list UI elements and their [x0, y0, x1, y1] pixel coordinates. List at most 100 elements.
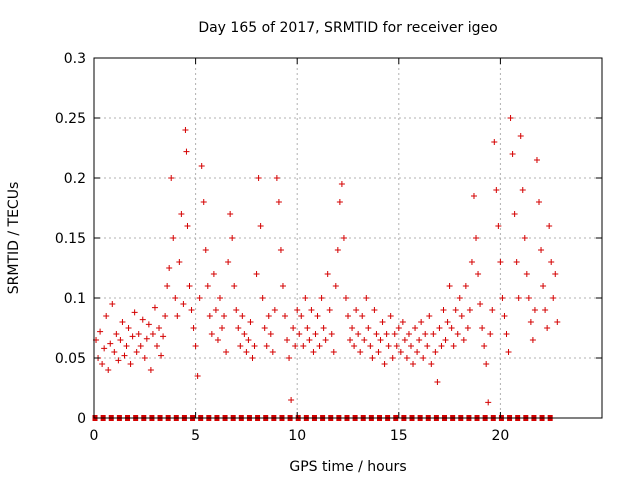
data-point — [143, 335, 150, 342]
data-point — [554, 319, 561, 325]
data-point — [375, 349, 382, 355]
data-point — [487, 331, 494, 337]
data-point — [485, 399, 492, 406]
data-point — [387, 313, 394, 319]
data-point — [223, 349, 230, 355]
data-point — [131, 309, 138, 316]
data-point — [316, 343, 323, 349]
x-tick-label: 10 — [288, 428, 306, 444]
data-point — [513, 259, 520, 265]
y-tick-label: 0.05 — [55, 351, 86, 367]
data-point — [241, 331, 248, 337]
data-point — [542, 307, 549, 313]
data-point — [235, 325, 242, 331]
data-point — [525, 295, 532, 301]
data-point — [389, 355, 396, 361]
data-point — [107, 340, 114, 347]
data-point — [473, 235, 480, 241]
data-point — [338, 181, 345, 187]
data-point — [517, 133, 524, 139]
data-point — [420, 355, 427, 361]
axis-ticks: 0 0.05 0.1 0.15 0.2 0.25 0.3 0 5 10 15 20 — [55, 51, 602, 444]
data-point — [322, 337, 329, 343]
data-point — [349, 325, 356, 331]
data-point — [503, 331, 510, 337]
data-point — [511, 211, 518, 217]
data-point — [101, 345, 108, 352]
data-point — [194, 373, 201, 379]
data-point — [509, 151, 516, 157]
x-tick-label: 15 — [390, 428, 408, 444]
data-point — [330, 349, 337, 355]
data-point — [149, 331, 156, 337]
data-point — [340, 235, 347, 241]
y-axis-label: SRMTID / TECUs — [6, 182, 22, 295]
data-point — [105, 367, 112, 373]
data-point — [446, 283, 453, 289]
data-point — [221, 313, 228, 319]
data-point — [351, 343, 358, 349]
data-point — [385, 343, 392, 349]
data-point — [115, 357, 122, 364]
data-point — [448, 325, 455, 331]
data-point — [237, 343, 244, 349]
data-point — [206, 313, 213, 319]
data-point — [477, 301, 484, 307]
data-point — [493, 187, 500, 193]
data-point — [186, 283, 193, 289]
data-point — [265, 313, 272, 319]
data-point — [302, 295, 309, 301]
data-point — [259, 295, 266, 301]
data-point — [326, 307, 333, 313]
data-point — [180, 301, 187, 307]
data-point — [454, 331, 461, 337]
data-point — [428, 361, 435, 367]
data-point — [227, 211, 234, 217]
data-point — [192, 343, 199, 349]
data-point — [355, 331, 362, 337]
data-point — [481, 343, 488, 349]
data-point — [190, 325, 197, 331]
data-point — [475, 271, 482, 277]
data-point — [200, 199, 207, 205]
data-point — [119, 319, 126, 325]
data-point — [304, 325, 311, 331]
data-point — [123, 343, 130, 349]
data-point — [275, 199, 282, 205]
data-point — [251, 343, 258, 349]
data-point — [271, 307, 278, 313]
y-tick-label: 0 — [77, 411, 86, 427]
grid — [94, 58, 602, 418]
data-point — [440, 307, 447, 313]
data-point — [353, 307, 360, 313]
data-point — [544, 325, 551, 331]
data-point — [393, 343, 400, 349]
data-point — [229, 235, 236, 241]
data-point — [550, 295, 557, 301]
data-point — [160, 333, 167, 340]
data-point — [359, 313, 366, 319]
data-point — [151, 304, 158, 311]
data-point — [216, 295, 223, 301]
data-point — [212, 307, 219, 313]
data-point — [430, 331, 437, 337]
data-point — [345, 313, 351, 319]
data-point — [336, 199, 343, 205]
data-point — [290, 325, 297, 331]
data-point — [401, 337, 408, 343]
data-point — [129, 333, 136, 340]
data-point — [515, 295, 522, 301]
data-point — [379, 319, 386, 325]
data-point — [125, 325, 132, 331]
data-point — [318, 295, 325, 301]
data-point — [103, 313, 110, 319]
data-point — [501, 313, 508, 319]
data-point — [267, 331, 274, 337]
data-point — [204, 283, 211, 289]
data-point — [462, 283, 469, 289]
data-point — [310, 349, 317, 355]
data-point — [202, 247, 209, 253]
data-point — [479, 325, 486, 331]
data-point — [371, 307, 378, 313]
data-point — [196, 295, 203, 301]
